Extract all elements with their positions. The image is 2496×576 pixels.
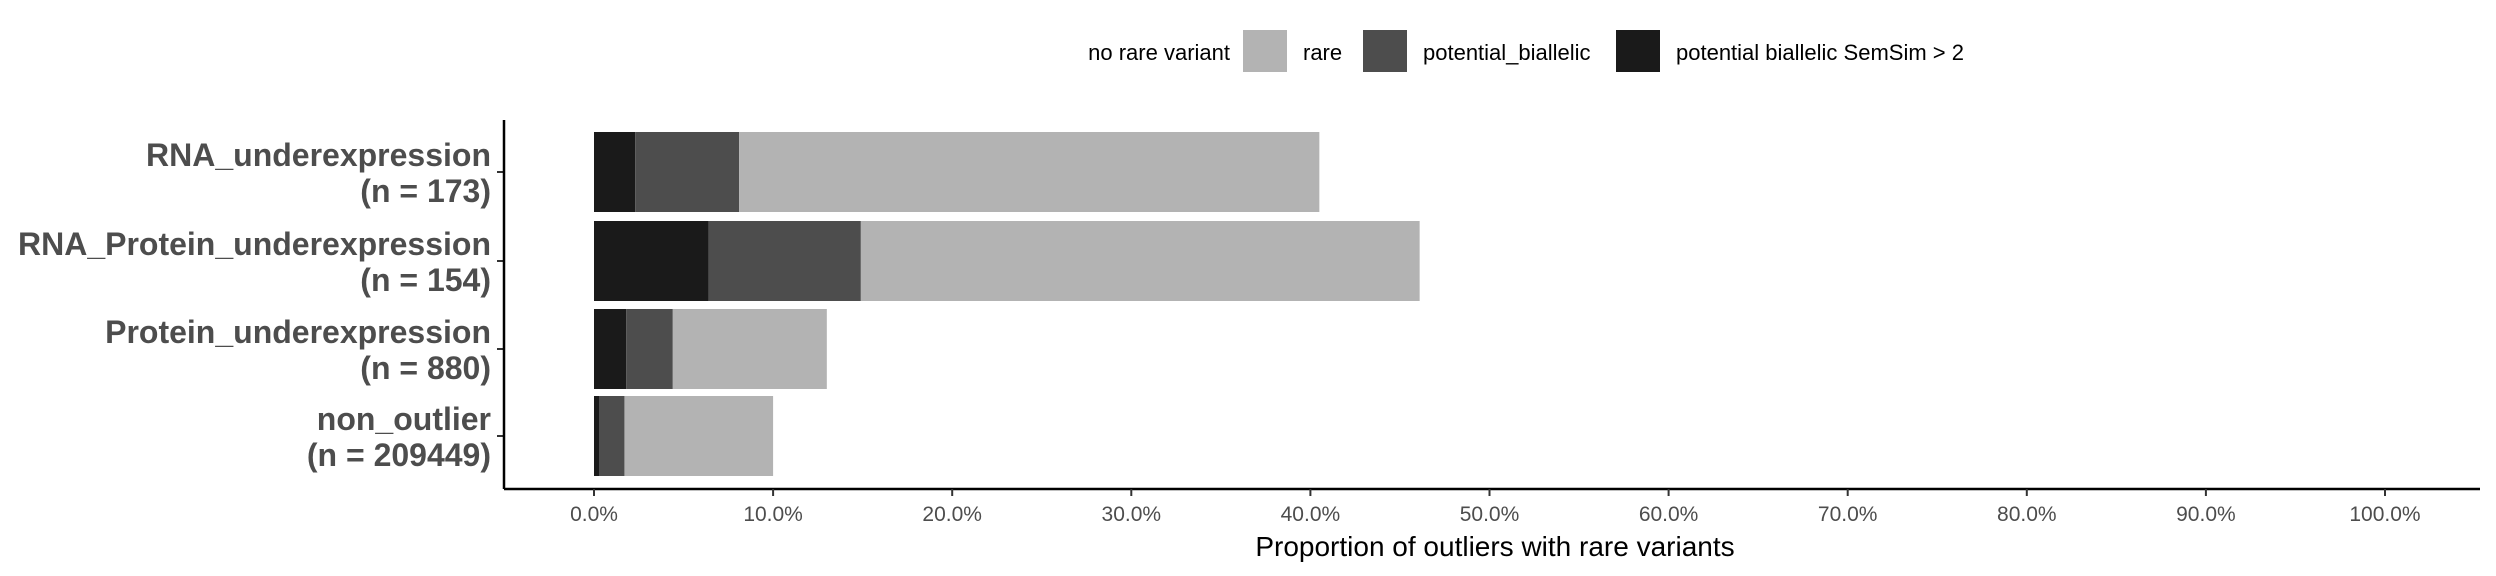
x-tick-labels: 0.0% 10.0% 20.0% 30.0% 40.0% 50.0% 60.0% 70.0% 8… [570,503,2421,526]
x-tick-label: 50.0% [1460,503,1520,526]
x-tick-label: 80.0% [1997,503,2057,526]
x-tick-label: 30.0% [1102,503,1162,526]
x-tick-label: 60.0% [1639,503,1699,526]
legend-label: potential_biallelic [1423,40,1591,65]
legend-key [1616,30,1660,72]
legend-key [1243,30,1287,72]
bar-Protein_underexpression-series-0 [594,309,627,389]
x-tick-label: 70.0% [1818,503,1878,526]
x-tick-label: 40.0% [1281,503,1341,526]
legend: no rare variant rare potential_biallelic po… [1088,30,1964,72]
bars [594,132,1420,476]
bar-RNA_underexpression-series-2 [739,132,1320,212]
bar-RNA_Protein_underexpression-series-0 [594,221,709,301]
bar-RNA_underexpression-series-1 [635,132,740,212]
axes [497,120,2480,496]
category-count-label: (n = 880) [360,350,491,386]
category-count-label: (n = 173) [360,173,491,209]
legend-key [1363,30,1407,72]
category-count-label: (n = 209449) [307,437,491,473]
x-tick-label: 20.0% [922,503,982,526]
category-label: RNA_Protein_underexpression [18,226,491,262]
x-tick-label: 0.0% [570,503,618,526]
bar-RNA_underexpression-series-0 [594,132,636,212]
category-count-label: (n = 154) [360,262,491,298]
legend-label: no rare variant [1088,40,1230,65]
bar-RNA_Protein_underexpression-series-2 [860,221,1420,301]
bar-RNA_Protein_underexpression-series-1 [708,221,861,301]
bar-Protein_underexpression-series-2 [672,309,827,389]
x-tick-label: 10.0% [743,503,803,526]
x-tick-label: 90.0% [2176,503,2236,526]
legend-label: rare [1303,40,1342,65]
category-label: RNA_underexpression [146,137,491,173]
bar-non_outlier-series-1 [599,396,625,476]
category-label: Protein_underexpression [105,314,491,350]
x-tick-label: 100.0% [2349,503,2420,526]
legend-label: potential biallelic SemSim > 2 [1676,40,1964,65]
bar-Protein_underexpression-series-1 [626,309,673,389]
bar-non_outlier-series-0 [594,396,600,476]
x-axis-title: Proportion of outliers with rare variant… [1255,531,1734,562]
bar-non_outlier-series-2 [624,396,774,476]
category-labels: RNA_underexpression(n = 173) RNA_Protein_… [18,137,491,473]
category-label: non_outlier [317,401,491,437]
